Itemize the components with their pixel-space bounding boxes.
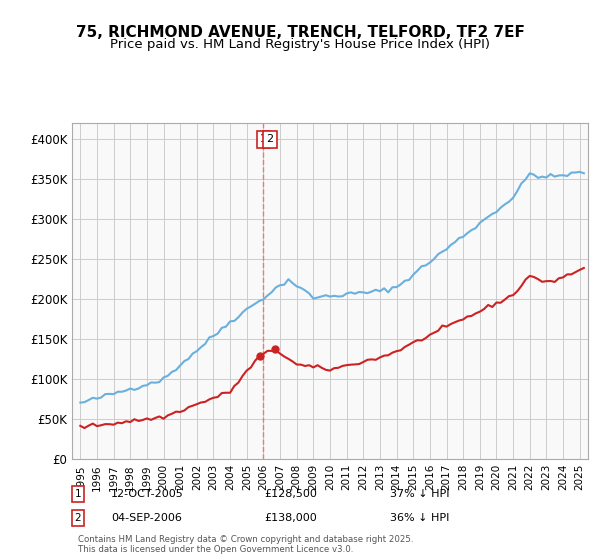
Text: £128,500: £128,500 [264,489,317,499]
Text: 2: 2 [266,134,274,144]
Text: Contains HM Land Registry data © Crown copyright and database right 2025.
This d: Contains HM Land Registry data © Crown c… [78,535,413,554]
Text: 37% ↓ HPI: 37% ↓ HPI [390,489,449,499]
Text: £138,000: £138,000 [264,513,317,523]
Text: 1: 1 [74,489,82,499]
Text: 12-OCT-2005: 12-OCT-2005 [111,489,184,499]
Text: 75, RICHMOND AVENUE, TRENCH, TELFORD, TF2 7EF: 75, RICHMOND AVENUE, TRENCH, TELFORD, TF… [76,25,524,40]
Text: 04-SEP-2006: 04-SEP-2006 [111,513,182,523]
Text: 1: 1 [260,134,267,144]
Text: Price paid vs. HM Land Registry's House Price Index (HPI): Price paid vs. HM Land Registry's House … [110,38,490,51]
Text: 2: 2 [74,513,82,523]
Text: 36% ↓ HPI: 36% ↓ HPI [390,513,449,523]
